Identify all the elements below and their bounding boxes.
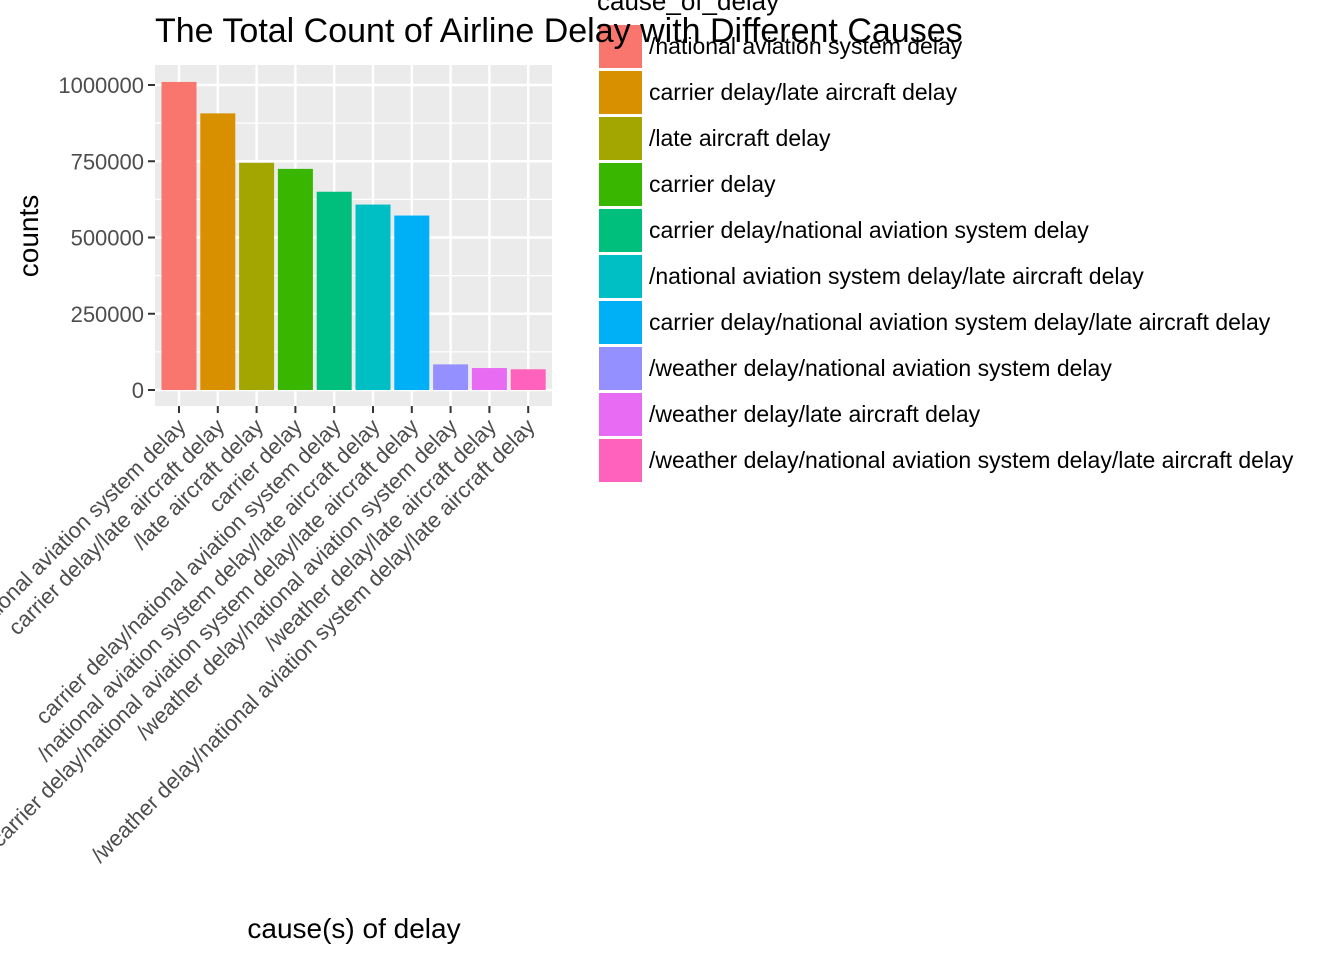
bar — [433, 364, 469, 390]
legend-label: /national aviation system delay — [649, 33, 963, 59]
bar — [200, 113, 236, 391]
legend-key — [599, 347, 642, 390]
y-axis: 0 250000 500000 750000 1000000 — [58, 73, 155, 403]
legend-label: /weather delay/late aircraft delay — [649, 401, 981, 427]
legend-title: cause_of_delay — [597, 0, 779, 16]
legend-key — [599, 209, 642, 252]
bar — [355, 204, 391, 390]
bar — [394, 215, 430, 390]
legend-label: carrier delay/late aircraft delay — [649, 79, 958, 105]
legend-key — [599, 25, 642, 68]
bar — [277, 168, 313, 390]
y-tick-label: 500000 — [71, 226, 144, 251]
y-tick-label: 750000 — [71, 149, 144, 174]
y-tick-label: 0 — [132, 378, 144, 403]
bars — [161, 81, 546, 391]
bar — [471, 368, 507, 390]
legend-label: /weather delay/national aviation system … — [649, 355, 1112, 381]
legend-key — [599, 393, 642, 436]
bar — [239, 162, 275, 390]
legend-label: /late aircraft delay — [649, 125, 831, 151]
y-tick-label: 1000000 — [58, 73, 144, 98]
bar — [510, 369, 546, 390]
legend: cause_of_delay /national aviation system… — [597, 0, 1294, 482]
bar — [161, 81, 197, 390]
y-tick-label: 250000 — [71, 302, 144, 327]
x-axis-title: cause(s) of delay — [247, 913, 460, 944]
chart-title: The Total Count of Airline Delay with Di… — [155, 12, 963, 50]
legend-label: carrier delay — [649, 171, 776, 197]
legend-key — [599, 255, 642, 298]
y-axis-title: counts — [13, 195, 44, 278]
legend-label: carrier delay/national aviation system d… — [649, 217, 1089, 243]
bar — [316, 191, 352, 390]
legend-label: carrier delay/national aviation system d… — [649, 309, 1271, 335]
legend-label: /national aviation system delay/late air… — [649, 263, 1144, 289]
legend-key — [599, 71, 642, 114]
legend-key — [599, 439, 642, 482]
legend-label: /weather delay/national aviation system … — [649, 447, 1294, 473]
legend-key — [599, 301, 642, 344]
legend-key — [599, 117, 642, 160]
legend-key — [599, 163, 642, 206]
